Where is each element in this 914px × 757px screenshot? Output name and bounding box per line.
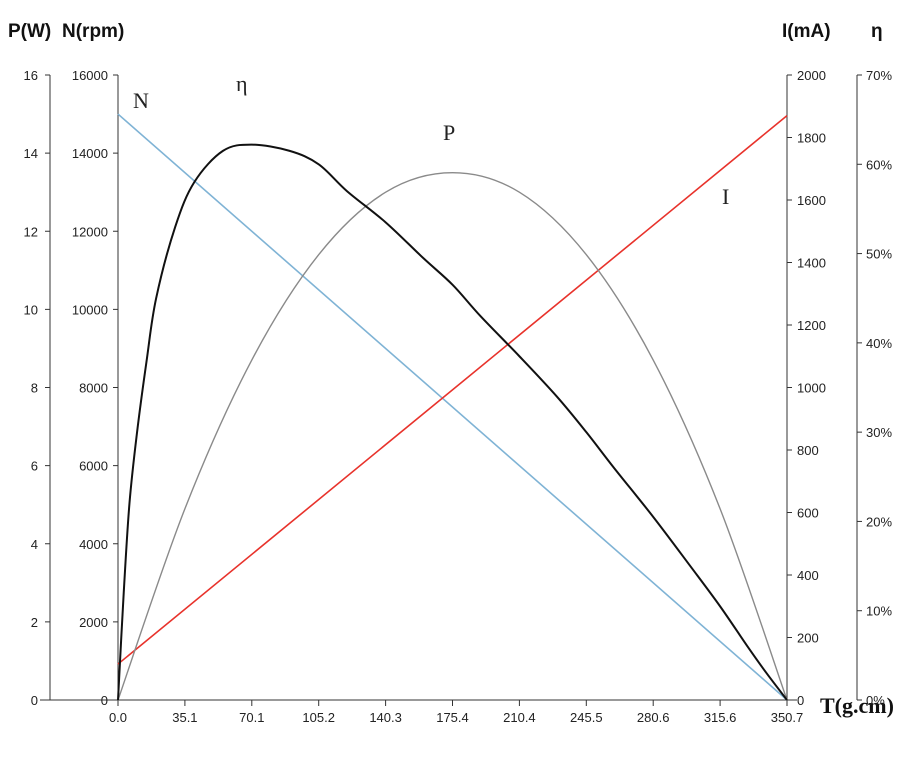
P-tick-label: 0 [31,693,38,708]
eta-tick-label: 70% [866,68,892,83]
I-tick-label: 0 [797,693,804,708]
N-tick-label: 4000 [79,537,108,552]
N-tick-label: 0 [101,693,108,708]
I-tick-label: 1000 [797,381,826,396]
N-tick-label: 16000 [72,68,108,83]
curve-label-i: I [722,184,729,209]
P-tick-label: 8 [31,381,38,396]
p-axis-title: P(W) [8,21,51,42]
eta-tick-label: 50% [866,247,892,262]
I-tick-label: 1200 [797,318,826,333]
I-tick-label: 200 [797,631,819,646]
P-tick-label: 4 [31,537,38,552]
eta-axis-title: η [871,21,883,42]
P-tick-label: 16 [24,68,38,83]
x-tick-label: 0.0 [109,710,127,725]
P-tick-label: 14 [24,146,38,161]
eta-tick-label: 40% [866,336,892,351]
series-i-line [117,115,788,665]
x-tick-label: 105.2 [302,710,335,725]
N-tick-label: 8000 [79,381,108,396]
P-tick-label: 6 [31,459,38,474]
series-p-line [117,171,788,701]
I-tick-label: 800 [797,443,819,458]
N-tick-label: 10000 [72,302,108,317]
eta-tick-label: 0% [866,693,885,708]
N-tick-label: 6000 [79,459,108,474]
eta-tick-label: 30% [866,425,892,440]
x-tick-label: 315.6 [704,710,737,725]
curve-label-p: P [443,120,455,145]
series-eta-line [117,143,788,701]
x-tick-label: 245.5 [570,710,603,725]
x-tick-label: 175.4 [436,710,469,725]
N-tick-label: 2000 [79,615,108,630]
eta-tick-label: 10% [866,604,892,619]
I-tick-label: 400 [797,568,819,583]
I-tick-label: 1800 [797,131,826,146]
I-tick-label: 600 [797,506,819,521]
x-tick-label: 280.6 [637,710,670,725]
curve-label-eta: η [236,71,248,96]
curve-label-n: N [133,88,149,113]
n-axis-title: N(rpm) [62,21,124,42]
x-tick-label: 35.1 [172,710,197,725]
P-tick-label: 10 [24,302,38,317]
i-axis-title: I(mA) [782,21,831,42]
x-tick-label: 70.1 [239,710,264,725]
eta-tick-label: 20% [866,514,892,529]
x-tick-label: 140.3 [369,710,402,725]
ticks-layer: 0246810121416020004000600080001000012000… [24,68,893,725]
P-tick-label: 2 [31,615,38,630]
series-layer [117,113,788,701]
x-tick-label: 350.7 [771,710,804,725]
series-n-line [117,113,788,701]
N-tick-label: 12000 [72,224,108,239]
I-tick-label: 2000 [797,68,826,83]
I-tick-label: 1600 [797,193,826,208]
eta-tick-label: 60% [866,157,892,172]
N-tick-label: 14000 [72,146,108,161]
I-tick-label: 1400 [797,256,826,271]
x-tick-label: 210.4 [503,710,536,725]
P-tick-label: 12 [24,224,38,239]
